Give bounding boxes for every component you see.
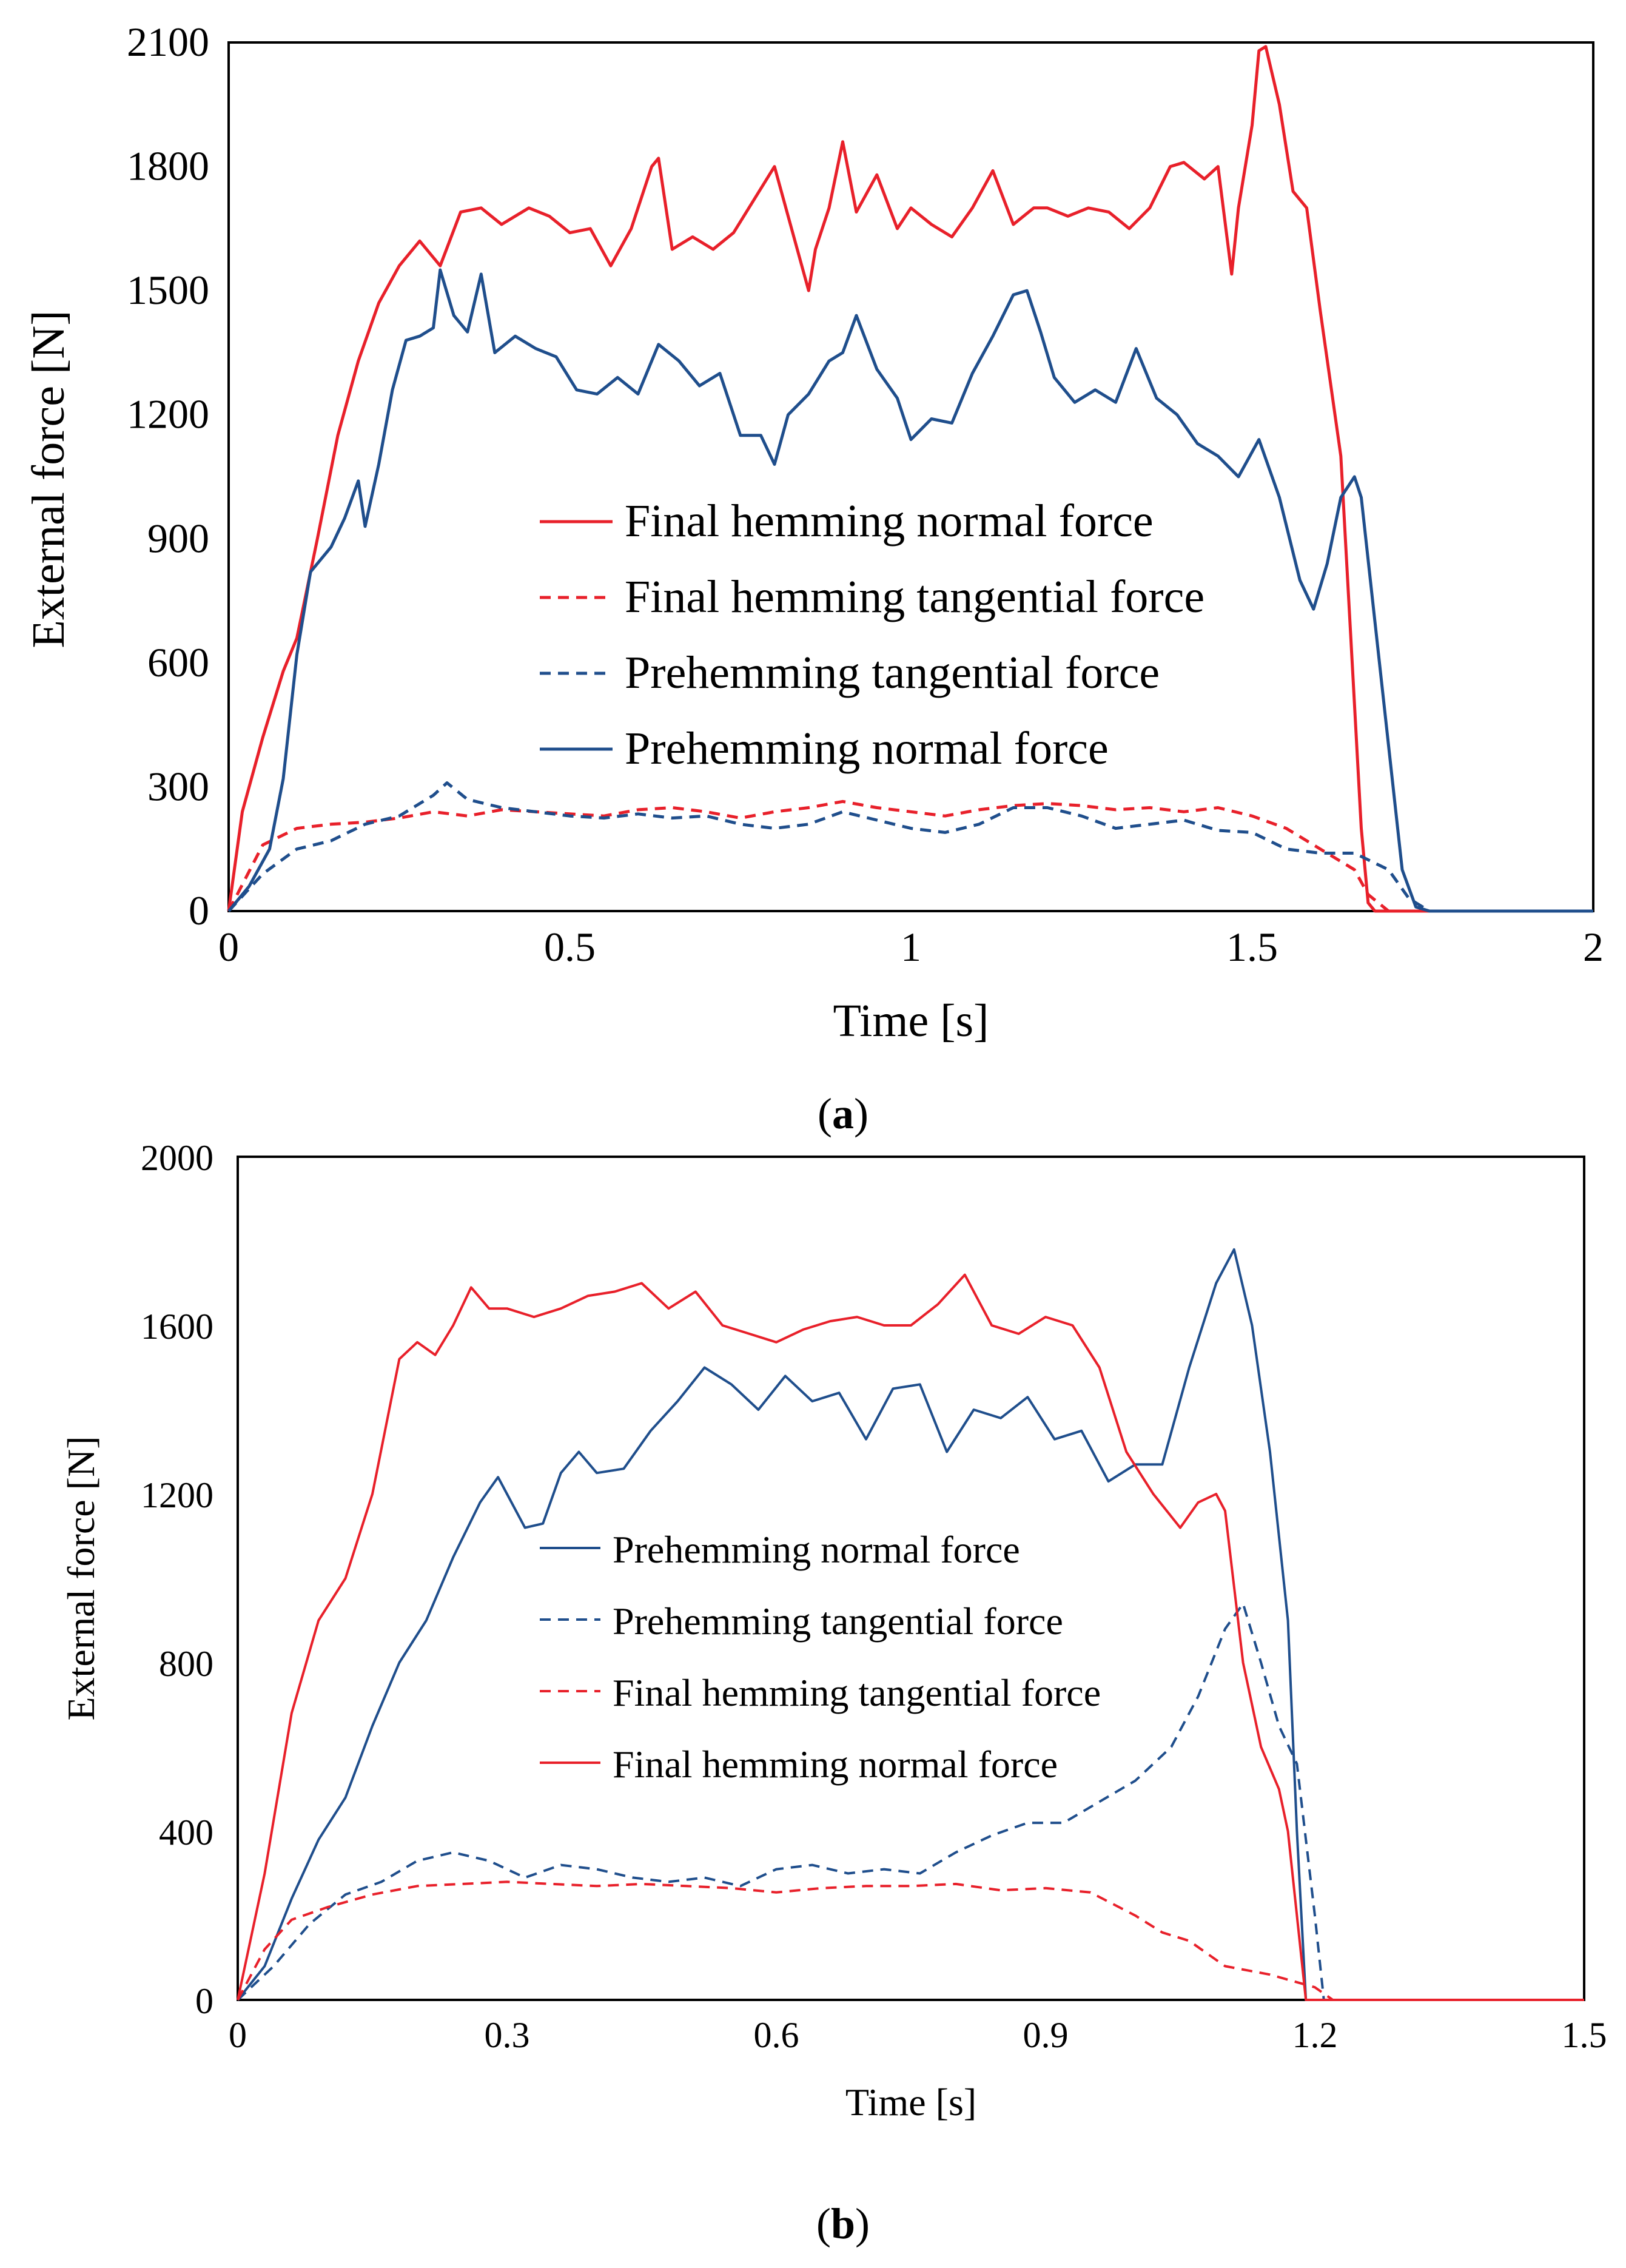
chart-a-series-final-hemming-tangential-force (227, 799, 1593, 913)
chart-b-caption: (b) (816, 2199, 870, 2248)
chart-b-series-prehemming-tangential-force (237, 1602, 1584, 2001)
chart-b-series-final-hemming-normal-force (237, 1273, 1584, 2001)
chart-a-x-tick-label: 2 (1583, 924, 1604, 970)
chart-b-plot-area (237, 1156, 1585, 2001)
chart-b-legend-label: Final hemming normal force (613, 1743, 1058, 1786)
chart-a-legend-label: Final hemming normal force (625, 496, 1154, 547)
chart-b-x-ticks: 0 0.3 0.6 0.9 1.2 1.5 (229, 2015, 1607, 2055)
chart-a-legend-label: Final hemming tangential force (625, 571, 1204, 622)
chart-a-x-tick-label: 0 (218, 924, 239, 970)
chart-a-y-tick-label: 0 (189, 887, 209, 934)
chart-a-series-prehemming-normal-force (227, 268, 1593, 913)
chart-a-y-tick-label: 600 (147, 639, 209, 685)
chart-a-y-tick-label: 1200 (127, 391, 209, 437)
chart-b-x-tick-label: 0.9 (1023, 2015, 1069, 2055)
chart-b-y-tick-label: 1200 (141, 1475, 213, 1515)
chart-b: 0 0.3 0.6 0.9 1.2 1.5 0 400 800 1200 1600 2000 Tim… (59, 1138, 1607, 2248)
chart-a-caption: (a) (818, 1089, 868, 1138)
chart-a-x-tick-label: 0.5 (544, 924, 596, 970)
chart-a-legend-label: Prehemming normal force (625, 723, 1109, 774)
chart-a-y-tick-label: 900 (147, 515, 209, 561)
chart-b-x-tick-label: 1.5 (1562, 2015, 1607, 2055)
chart-a-series-prehemming-tangential-force (227, 781, 1593, 913)
chart-b-legend-label: Prehemming normal force (613, 1528, 1020, 1571)
chart-b-x-axis-label: Time [s] (845, 2081, 976, 2124)
chart-b-y-tick-label: 800 (159, 1644, 213, 1684)
chart-b-series-final-hemming-tangential-force (237, 1880, 1584, 2001)
chart-b-x-tick-label: 0 (229, 2015, 247, 2055)
chart-b-x-tick-label: 0.6 (754, 2015, 799, 2055)
chart-a-y-ticks: 0 300 600 900 1200 1500 1800 2100 (127, 19, 209, 934)
chart-a-y-tick-label: 2100 (127, 19, 209, 65)
chart-b-y-tick-label: 0 (195, 1981, 213, 2021)
chart-b-legend-label: Final hemming tangential force (613, 1671, 1101, 1714)
chart-b-series (237, 1248, 1584, 2001)
chart-a: 0 0.5 1 1.5 2 0 300 600 900 1200 1500 1800 2100 Tim… (23, 19, 1604, 1138)
chart-a-series-final-hemming-normal-force (227, 45, 1593, 913)
chart-b-legend-label: Prehemming tangential force (613, 1600, 1063, 1643)
chart-a-x-ticks: 0 0.5 1 1.5 2 (218, 924, 1604, 970)
chart-a-legend-label: Prehemming tangential force (625, 647, 1160, 698)
chart-b-legend: Prehemming normal force Prehemming tangen… (540, 1528, 1101, 1786)
chart-a-x-tick-label: 1.5 (1226, 924, 1278, 970)
chart-b-y-tick-label: 1600 (141, 1307, 213, 1347)
chart-a-series (227, 45, 1593, 913)
chart-b-y-ticks: 0 400 800 1200 1600 2000 (141, 1138, 213, 2021)
chart-a-x-axis-label: Time [s] (833, 995, 989, 1046)
chart-a-plot-area (227, 41, 1594, 912)
chart-b-y-tick-label: 400 (159, 1812, 213, 1852)
chart-b-x-tick-label: 0.3 (485, 2015, 530, 2055)
chart-a-y-tick-label: 300 (147, 763, 209, 809)
chart-a-legend: Final hemming normal force Final hemming … (540, 496, 1204, 774)
chart-b-y-axis-label: External force [N] (59, 1436, 102, 1720)
chart-a-x-tick-label: 1 (901, 924, 921, 970)
chart-a-y-tick-label: 1800 (127, 143, 209, 189)
chart-a-y-axis-label: External force [N] (23, 310, 74, 648)
chart-a-y-tick-label: 1500 (127, 267, 209, 313)
chart-b-x-tick-label: 1.2 (1292, 2015, 1338, 2055)
chart-b-series-prehemming-normal-force (237, 1248, 1584, 2001)
chart-b-y-tick-label: 2000 (141, 1138, 213, 1178)
